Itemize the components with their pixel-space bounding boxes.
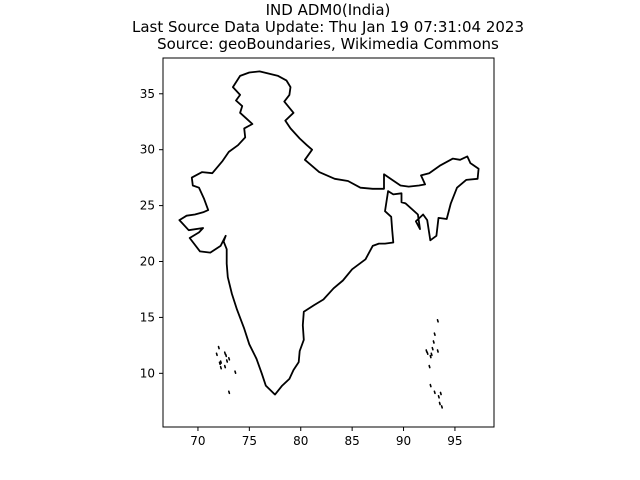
andaman-nicobar-island-6 <box>426 351 429 356</box>
title-line-1: IND ADM0(India) <box>266 1 391 19</box>
andaman-nicobar-island-8 <box>436 318 439 323</box>
andaman-nicobar-island-3 <box>430 352 433 357</box>
andaman-nicobar-island-1 <box>432 340 435 344</box>
andaman-nicobar-island-0 <box>433 332 436 337</box>
andaman-nicobar-island-13 <box>438 401 441 406</box>
y-tick-label-35: 35 <box>140 87 155 101</box>
x-tick-label-85: 85 <box>345 434 360 448</box>
x-tick-label-80: 80 <box>293 434 308 448</box>
lakshadweep-island-11 <box>215 352 218 357</box>
title-line-3: Source: geoBoundaries, Wikimedia Commons <box>157 35 499 53</box>
y-tick-label-20: 20 <box>140 255 155 269</box>
andaman-nicobar-island-11 <box>433 390 436 395</box>
lakshadweep-island-10 <box>228 390 231 395</box>
y-tick-label-30: 30 <box>140 143 155 157</box>
andaman-nicobar-island-10 <box>429 383 432 388</box>
andaman-nicobar-island-14 <box>440 405 444 409</box>
map-title: IND ADM0(India) Last Source Data Update:… <box>132 1 524 53</box>
plot-area: 70 75 80 85 90 95 10 15 20 25 30 35 <box>140 57 495 448</box>
andaman-nicobar-island-15 <box>439 391 442 396</box>
lakshadweep-island-9 <box>234 370 237 375</box>
andaman-nicobar-island-7 <box>428 364 431 369</box>
lakshadweep-island-7 <box>219 365 222 370</box>
title-line-2: Last Source Data Update: Thu Jan 19 07:3… <box>132 18 524 36</box>
x-tick-label-75: 75 <box>242 434 257 448</box>
andaman-nicobar-island-4 <box>429 354 432 359</box>
x-tick-label-90: 90 <box>396 434 411 448</box>
lakshadweep-island-5 <box>218 361 221 366</box>
lakshadweep-island-4 <box>219 360 222 364</box>
x-tick-label-95: 95 <box>447 434 462 448</box>
axes-frame <box>162 57 495 428</box>
x-tick-label-70: 70 <box>190 434 205 448</box>
lakshadweep-island-2 <box>228 356 231 361</box>
india-mainland-outline <box>178 70 480 396</box>
map-layer <box>178 70 480 409</box>
y-axis: 10 15 20 25 30 35 <box>140 87 163 380</box>
andaman-nicobar-island-2 <box>431 346 434 351</box>
y-tick-label-10: 10 <box>140 366 155 380</box>
andaman-nicobar-island-12 <box>437 394 440 399</box>
x-axis: 70 75 80 85 90 95 <box>190 427 463 448</box>
lakshadweep-island-1 <box>224 353 228 358</box>
y-tick-label-25: 25 <box>140 199 155 213</box>
lakshadweep-island-3 <box>225 359 229 363</box>
andaman-nicobar-island-9 <box>436 349 439 353</box>
y-tick-label-15: 15 <box>140 310 155 324</box>
lakshadweep-island-8 <box>217 345 220 350</box>
lakshadweep-island-6 <box>223 364 227 369</box>
